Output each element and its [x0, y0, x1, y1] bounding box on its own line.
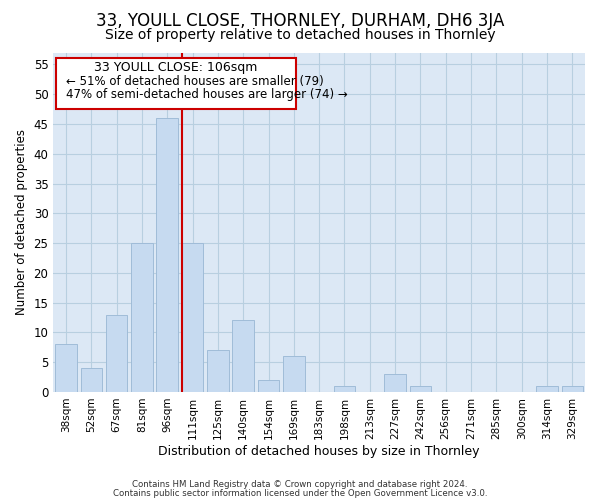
Text: Contains public sector information licensed under the Open Government Licence v3: Contains public sector information licen… [113, 488, 487, 498]
Bar [55, 344, 77, 392]
Text: Contains HM Land Registry data © Crown copyright and database right 2024.: Contains HM Land Registry data © Crown c… [132, 480, 468, 489]
Bar [334, 386, 355, 392]
Bar [80, 368, 102, 392]
Bar [385, 374, 406, 392]
X-axis label: Distribution of detached houses by size in Thornley: Distribution of detached houses by size … [158, 444, 480, 458]
Text: 47% of semi-detached houses are larger (74) →: 47% of semi-detached houses are larger (… [66, 88, 348, 101]
Text: Size of property relative to detached houses in Thornley: Size of property relative to detached ho… [104, 28, 496, 42]
Bar [157, 118, 178, 392]
FancyBboxPatch shape [56, 58, 296, 109]
Y-axis label: Number of detached properties: Number of detached properties [15, 129, 28, 315]
Bar [562, 386, 583, 392]
Text: 33, YOULL CLOSE, THORNLEY, DURHAM, DH6 3JA: 33, YOULL CLOSE, THORNLEY, DURHAM, DH6 3… [96, 12, 504, 30]
Bar [232, 320, 254, 392]
Bar [410, 386, 431, 392]
Bar [106, 314, 127, 392]
Bar [131, 243, 152, 392]
Bar [536, 386, 558, 392]
Bar [258, 380, 279, 392]
Text: 33 YOULL CLOSE: 106sqm: 33 YOULL CLOSE: 106sqm [94, 62, 258, 74]
Bar [182, 243, 203, 392]
Bar [283, 356, 305, 392]
Bar [207, 350, 229, 392]
Text: ← 51% of detached houses are smaller (79): ← 51% of detached houses are smaller (79… [66, 75, 324, 88]
